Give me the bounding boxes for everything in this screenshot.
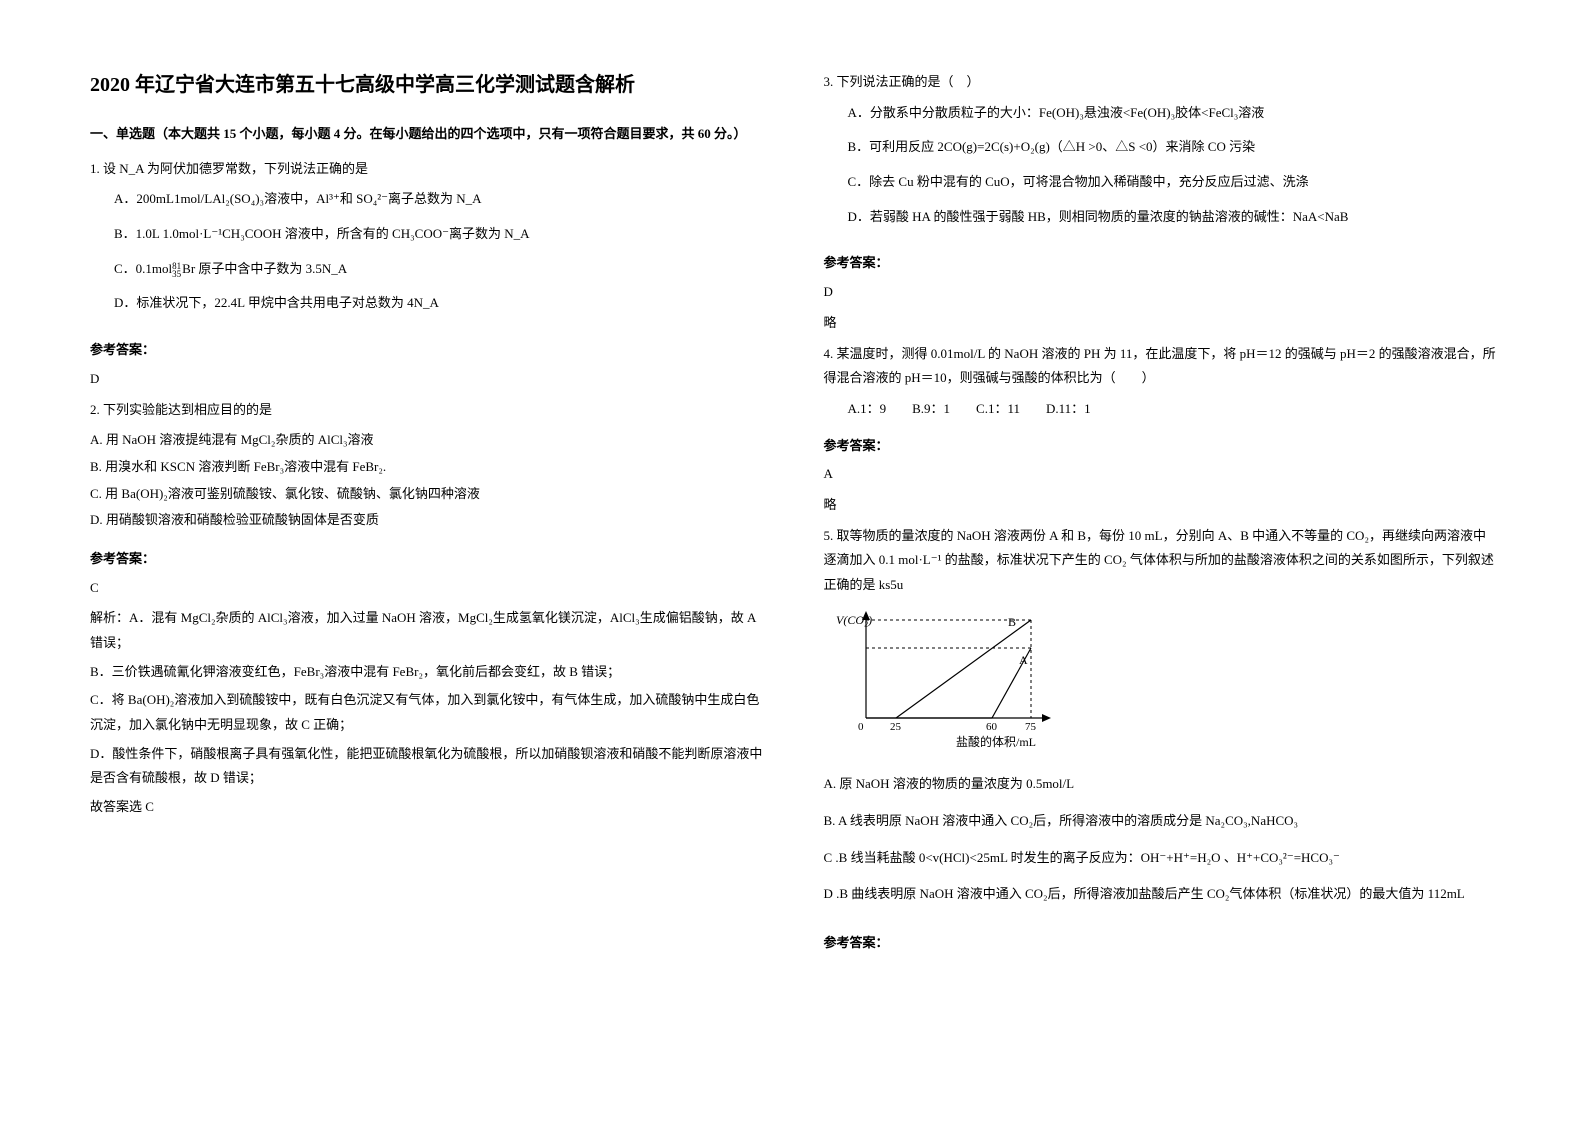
q3-stem: 3. 下列说法正确的是（ ） [824,70,1498,95]
q4-answer-label: 参考答案： [824,434,1498,459]
q1-option-b: B．1.0L 1.0mol·L⁻¹CH₃COOH 溶液中，所含有的 CH₃COO… [114,222,764,247]
q1c-prefix: C．0.1mol [114,261,172,276]
question-1: 1. 设 N_A 为阿伏加德罗常数，下列说法正确的是 A．200mL1mol/L… [90,157,764,326]
q4-answer: A [824,462,1498,487]
q3-answer: D [824,280,1498,305]
q2-option-c: C. 用 Ba(OH)₂溶液可鉴别硫酸铵、氯化铵、硫酸钠、氯化钠四种溶液 [90,482,764,507]
q3-option-b: B．可利用反应 2CO(g)=2C(s)+O₂(g)（△H >0、△S <0）来… [848,135,1498,160]
q2-option-d: D. 用硝酸钡溶液和硝酸检验亚硫酸钠固体是否变质 [90,508,764,533]
q2-explain-a: 解析：A．混有 MgCl₂杂质的 AlCl₃溶液，加入过量 NaOH 溶液，Mg… [90,606,764,655]
question-4: 4. 某温度时，测得 0.01mol/L 的 NaOH 溶液的 PH 为 11，… [824,342,1498,422]
right-column: 3. 下列说法正确的是（ ） A．分散系中分散质粒子的大小：Fe(OH)₃悬浊液… [824,70,1498,1052]
q1-answer: D [90,367,764,392]
q3-option-d: D．若弱酸 HA 的酸性强于弱酸 HB，则相同物质的量浓度的钠盐溶液的碱性：Na… [848,205,1498,230]
label-a: A [1019,653,1028,667]
question-2: 2. 下列实验能达到相应目的的是 A. 用 NaOH 溶液提纯混有 MgCl₂杂… [90,398,764,535]
section-header: 一、单选题（本大题共 15 个小题，每小题 4 分。在每小题给出的四个选项中，只… [90,122,764,147]
isotope-stack: 8135 [172,262,181,278]
q5-option-a: A. 原 NaOH 溶液的物质的量浓度为 0.5mol/L [824,772,1498,797]
q5-chart: 0 25 60 75 V(CO₂) 盐酸的体积/mL A [836,606,1498,765]
xtick-75: 75 [1025,721,1037,733]
origin-label: 0 [858,721,864,733]
xlabel: 盐酸的体积/mL [956,734,1036,749]
q2-conclusion: 故答案选 C [90,795,764,820]
line-b-rise [896,620,1031,718]
q1c-suffix: Br 原子中含中子数为 3.5N_A [182,261,347,276]
q2-explain-d: D．酸性条件下，硝酸根离子具有强氧化性，能把亚硫酸根氧化为硫酸根，所以加硝酸钡溶… [90,742,764,791]
xtick-60: 60 [986,721,998,733]
q1-option-a: A．200mL1mol/LAl₂(SO₄)₃溶液中，Al³⁺和 SO₄²⁻离子总… [114,187,764,212]
q2-option-b: B. 用溴水和 KSCN 溶液判断 FeBr₃溶液中混有 FeBr₂. [90,455,764,480]
q4-options: A.1：9 B.9：1 C.1：11 D.11：1 [848,397,1498,422]
q2-explain-c: C．将 Ba(OH)₂溶液加入到硫酸铵中，既有白色沉淀又有气体，加入到氯化铵中，… [90,688,764,737]
q2-answer: C [90,576,764,601]
q1-option-c: C．0.1mol8135Br 原子中含中子数为 3.5N_A [114,257,764,282]
q2-option-a: A. 用 NaOH 溶液提纯混有 MgCl₂杂质的 AlCl₃溶液 [90,428,764,453]
q4-note: 略 [824,493,1498,518]
q1-option-d: D．标准状况下，22.4L 甲烷中含共用电子对总数为 4N_A [114,291,764,316]
q5-stem: 5. 取等物质的量浓度的 NaOH 溶液两份 A 和 B，每份 10 mL，分别… [824,524,1498,598]
x-arrow [1042,714,1051,722]
q3-d-text: D．若弱酸 HA 的酸性强于弱酸 HB，则相同物质的量浓度的钠盐溶液的碱性：Na… [848,209,1349,224]
q2-answer-label: 参考答案： [90,547,764,572]
q2-stem: 2. 下列实验能达到相应目的的是 [90,398,764,423]
label-b: B [1008,615,1016,629]
isotope-bot: 35 [172,269,181,279]
q3-answer-label: 参考答案： [824,251,1498,276]
q5-option-d: D .B 曲线表明原 NaOH 溶液中通入 CO₂后，所得溶液加盐酸后产生 CO… [824,882,1498,907]
q5-option-c: C .B 线当耗盐酸 0<v(HCl)<25mL 时发生的离子反应为：OH⁻+H… [824,846,1498,871]
question-3: 3. 下列说法正确的是（ ） A．分散系中分散质粒子的大小：Fe(OH)₃悬浊液… [824,70,1498,239]
left-column: 2020 年辽宁省大连市第五十七高级中学高三化学测试题含解析 一、单选题（本大题… [90,70,764,1052]
xtick-25: 25 [890,721,902,733]
chart-svg: 0 25 60 75 V(CO₂) 盐酸的体积/mL A [836,606,1066,756]
q1-stem: 1. 设 N_A 为阿伏加德罗常数，下列说法正确的是 [90,157,764,182]
question-5: 5. 取等物质的量浓度的 NaOH 溶液两份 A 和 B，每份 10 mL，分别… [824,524,1498,920]
q5-answer-label: 参考答案： [824,931,1498,956]
q5-option-b: B. A 线表明原 NaOH 溶液中通入 CO₂后，所得溶液中的溶质成分是 Na… [824,809,1498,834]
q3-option-c: C．除去 Cu 粉中混有的 CuO，可将混合物加入稀硝酸中，充分反应后过滤、洗涤 [848,170,1498,195]
q1-answer-label: 参考答案： [90,338,764,363]
q2-explain-b: B．三价铁遇硫氰化钾溶液变红色，FeBr₃溶液中混有 FeBr₂，氧化前后都会变… [90,660,764,685]
q3-option-a: A．分散系中分散质粒子的大小：Fe(OH)₃悬浊液<Fe(OH)₃胶体<FeCl… [848,101,1498,126]
q3-note: 略 [824,311,1498,336]
q4-stem: 4. 某温度时，测得 0.01mol/L 的 NaOH 溶液的 PH 为 11，… [824,342,1498,391]
page-title: 2020 年辽宁省大连市第五十七高级中学高三化学测试题含解析 [90,70,764,100]
